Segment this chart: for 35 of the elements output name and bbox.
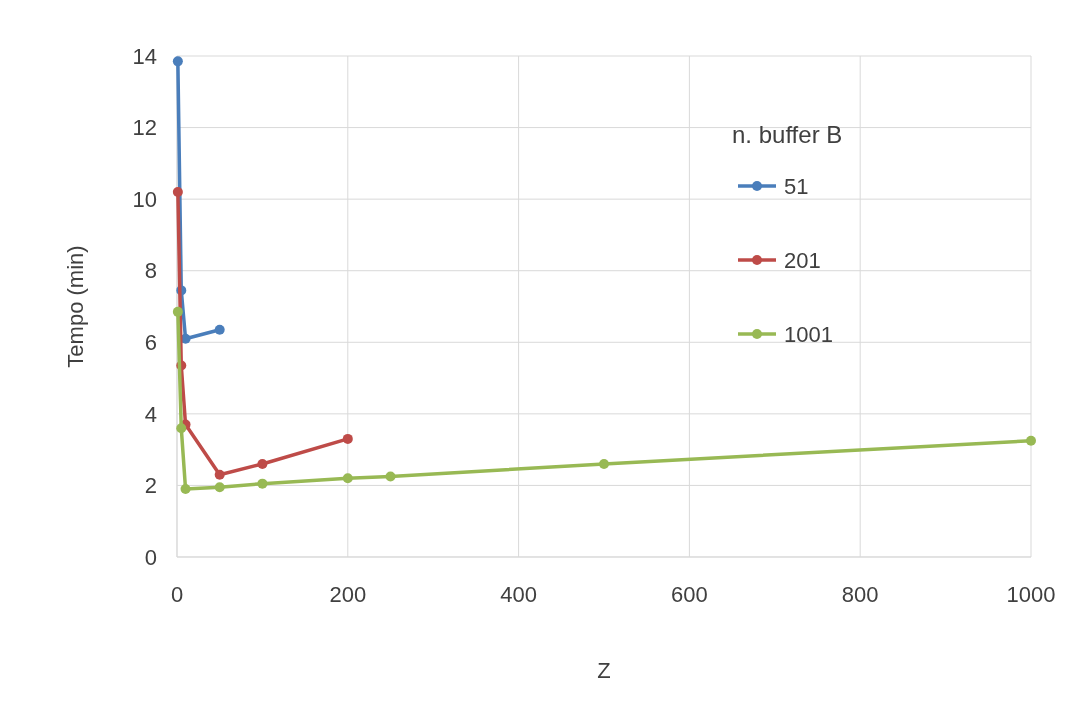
y-tick-label: 2 <box>144 473 157 499</box>
y-tick-label: 8 <box>144 258 157 284</box>
x-tick-label: 800 <box>841 582 879 607</box>
point <box>180 484 191 495</box>
point <box>385 471 396 482</box>
point <box>214 469 225 480</box>
x-tick-label: 1000 <box>1006 582 1056 607</box>
legend-label: 1001 <box>784 321 833 347</box>
point <box>172 306 183 317</box>
legend-label: 51 <box>784 173 809 199</box>
point <box>214 482 225 493</box>
y-tick-label: 0 <box>144 544 157 570</box>
x-tick-label: 600 <box>671 582 708 607</box>
y-axis-title: Tempo (min) <box>63 245 88 368</box>
point <box>342 473 353 484</box>
y-tick-label: 14 <box>132 43 157 69</box>
point <box>172 186 183 197</box>
point <box>257 478 268 489</box>
x-tick-label: 400 <box>500 582 537 607</box>
point <box>257 458 268 469</box>
point <box>176 423 187 434</box>
x-axis-title: Z <box>597 658 611 683</box>
point <box>172 56 183 67</box>
x-tick-label: 0 <box>170 582 184 607</box>
point <box>599 458 609 469</box>
x-tick-label: 200 <box>329 582 367 607</box>
legend-title: n. buffer B <box>732 121 843 148</box>
legend-label: 201 <box>784 247 821 273</box>
y-tick-label: 4 <box>144 401 157 427</box>
point <box>342 433 353 444</box>
y-tick-label: 10 <box>132 186 157 212</box>
point <box>214 324 225 335</box>
y-tick-label: 12 <box>132 115 157 141</box>
y-tick-label: 6 <box>144 329 157 355</box>
point <box>1026 435 1036 446</box>
